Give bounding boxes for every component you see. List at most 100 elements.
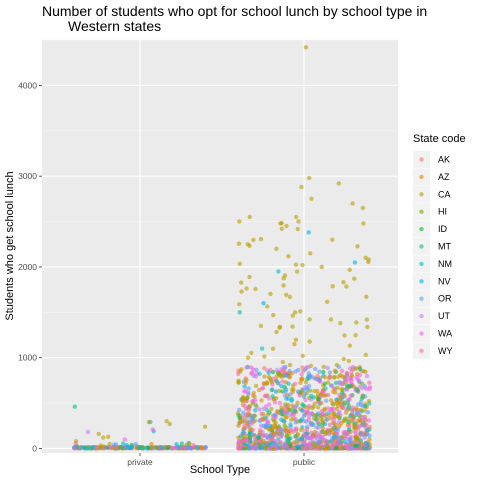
public-point	[304, 386, 310, 391]
legend-label-ut: UT	[438, 311, 450, 321]
public-point	[279, 226, 284, 231]
public-point	[263, 445, 269, 450]
public-point	[333, 390, 338, 395]
public-point	[328, 375, 333, 380]
public-point	[311, 422, 316, 427]
public-point	[308, 251, 313, 256]
public-point	[293, 416, 298, 422]
public-point	[269, 387, 274, 393]
public-point	[267, 410, 272, 415]
public-point	[331, 406, 336, 412]
public-point	[327, 432, 332, 437]
public-point	[355, 244, 360, 249]
public-point	[300, 416, 305, 422]
private-point	[191, 443, 196, 448]
public-point	[335, 385, 340, 390]
public-point	[328, 383, 334, 388]
legend-swatch-ca	[419, 192, 424, 197]
public-point	[359, 396, 365, 401]
public-point	[361, 421, 366, 427]
public-point	[299, 184, 304, 190]
public-point	[259, 386, 265, 391]
public-point	[290, 313, 295, 318]
public-point	[237, 302, 242, 307]
public-point	[250, 398, 256, 404]
legend-label-hi: HI	[438, 207, 447, 217]
public-point	[272, 414, 277, 419]
public-point	[341, 356, 346, 362]
public-point	[247, 420, 252, 425]
public-point	[322, 407, 327, 412]
public-point	[291, 409, 296, 414]
public-point	[293, 405, 298, 410]
public-point	[314, 425, 319, 430]
public-point	[302, 445, 307, 451]
public-point	[271, 312, 276, 318]
public-point	[258, 438, 263, 443]
public-point	[344, 383, 350, 388]
public-point	[268, 291, 273, 297]
public-point	[300, 353, 305, 358]
y-axis-label: Students who get school lunch	[4, 171, 16, 320]
public-point	[249, 446, 254, 451]
public-point	[352, 276, 357, 281]
public-point	[301, 403, 306, 408]
public-point	[253, 408, 258, 413]
public-point	[306, 230, 311, 235]
public-point	[360, 381, 365, 386]
public-point	[240, 419, 245, 424]
public-point	[322, 375, 328, 380]
public-point	[303, 380, 309, 385]
public-point	[253, 286, 258, 292]
legend-swatch-wa	[419, 331, 424, 336]
public-point	[344, 284, 349, 289]
public-point	[318, 437, 323, 442]
public-point	[246, 386, 251, 391]
public-point	[352, 260, 358, 265]
private-point	[174, 445, 179, 450]
private-point	[101, 444, 106, 449]
public-point	[312, 401, 317, 406]
public-point	[358, 419, 363, 424]
public-point	[282, 410, 287, 415]
public-point	[313, 413, 319, 418]
public-point	[358, 441, 363, 446]
public-point	[333, 438, 339, 443]
public-point	[301, 394, 307, 399]
public-point	[309, 411, 314, 416]
public-point	[347, 343, 352, 348]
public-point	[366, 418, 372, 423]
legend-label-nm: NM	[438, 259, 452, 269]
public-point	[363, 255, 368, 260]
public-point	[346, 358, 352, 364]
public-point	[266, 370, 271, 376]
public-point	[365, 324, 370, 330]
private-point	[167, 421, 172, 427]
public-point	[244, 365, 249, 370]
public-point	[367, 433, 372, 438]
legend-swatch-ak	[419, 157, 424, 162]
public-point	[270, 394, 275, 399]
public-point	[339, 446, 344, 451]
private-point	[85, 429, 91, 435]
public-point	[266, 442, 271, 447]
public-point	[306, 414, 312, 419]
public-point	[265, 419, 270, 424]
public-point	[364, 317, 370, 322]
public-point	[254, 404, 259, 409]
public-point	[295, 400, 300, 405]
public-point	[270, 433, 276, 438]
private-point	[138, 445, 143, 450]
public-point	[340, 390, 345, 396]
private-point	[82, 445, 88, 450]
public-point	[295, 226, 300, 232]
public-point	[303, 45, 309, 50]
public-point	[246, 412, 252, 417]
public-point	[237, 219, 242, 224]
public-point	[251, 390, 256, 396]
public-point	[277, 400, 283, 406]
public-point	[308, 363, 314, 368]
public-point	[258, 323, 264, 329]
public-point	[353, 438, 359, 443]
private-point	[72, 446, 77, 451]
